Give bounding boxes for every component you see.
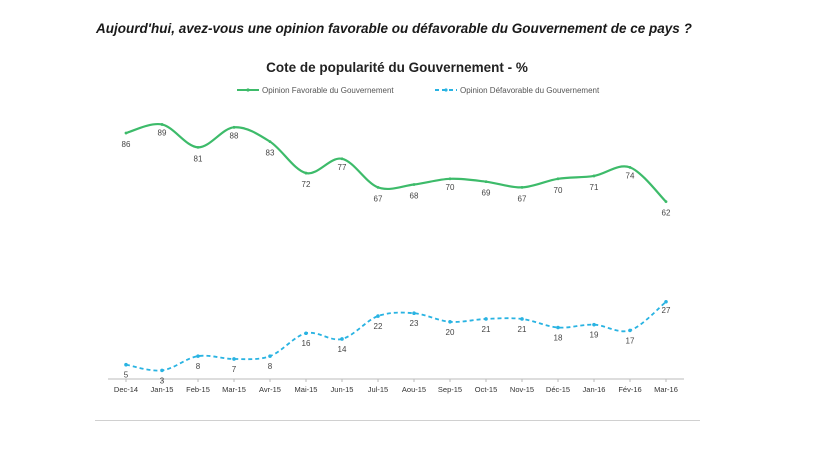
data-point: [304, 171, 308, 175]
legend-label: Opinion Favorable du Gouvernement: [262, 86, 394, 95]
x-tick-label: Fév-16: [618, 385, 641, 394]
data-label: 89: [158, 128, 167, 137]
data-point: [268, 354, 272, 358]
x-tick-label: Mar-15: [222, 385, 246, 394]
x-tick-label: Sep-15: [438, 385, 462, 394]
data-label: 16: [302, 339, 311, 348]
legend-item-favorable: Opinion Favorable du Gouvernement: [237, 86, 394, 95]
data-point: [628, 165, 632, 169]
legend-marker: [444, 88, 448, 92]
series-line: [125, 122, 667, 203]
x-tick-label: Déc-15: [546, 385, 570, 394]
data-label: 81: [194, 154, 203, 163]
data-point: [340, 337, 344, 341]
data-label: 21: [518, 325, 527, 334]
x-tick-label: Oct-15: [475, 385, 498, 394]
series-line: [125, 301, 667, 372]
data-label: 3: [160, 376, 165, 385]
data-label: 83: [266, 149, 275, 158]
data-label: 27: [662, 306, 671, 315]
data-label: 22: [374, 322, 383, 331]
series-defavorable: 5 3 8 7 8 16 14 22 23 20 21 21 18 19 17 27: [124, 299, 671, 385]
x-tick-label: Mai-15: [295, 385, 318, 394]
data-point: [196, 354, 200, 358]
data-point: [376, 314, 380, 318]
data-point: [664, 200, 668, 204]
data-label: 23: [410, 319, 419, 328]
series-layer: 86 89 81 88 83 72 77 67 68 70 69 67 70 71 74 62 5 3 8 7 8 16 1…: [122, 122, 671, 385]
x-tick-label: Jan-16: [583, 385, 606, 394]
data-point: [340, 157, 344, 161]
data-label: 68: [410, 192, 419, 201]
data-label: 5: [124, 371, 129, 380]
data-point: [628, 328, 632, 333]
data-point: [232, 125, 236, 129]
data-point: [520, 317, 524, 321]
x-tick-label: Feb-15: [186, 385, 210, 394]
data-point: [196, 145, 200, 149]
data-point: [664, 299, 668, 304]
x-tick-label: Nov-15: [510, 385, 534, 394]
data-label: 67: [518, 194, 527, 203]
x-tick-label: Jun-15: [331, 385, 354, 394]
data-point: [592, 322, 596, 327]
chart-legend: Opinion Favorable du Gouvernement Opinion…: [237, 86, 600, 95]
x-tick-label: Avr-15: [259, 385, 281, 394]
x-tick-label: Mar-16: [654, 385, 678, 394]
chart-title: Cote de popularité du Gouvernement - %: [266, 60, 528, 75]
data-label: 19: [590, 331, 599, 340]
data-point: [232, 357, 236, 361]
data-point: [556, 177, 560, 181]
data-point: [268, 140, 272, 144]
data-point: [556, 325, 560, 330]
data-label: 20: [446, 328, 455, 337]
data-label: 18: [554, 334, 563, 343]
data-point: [160, 368, 164, 373]
data-point: [412, 183, 416, 186]
data-label: 69: [482, 189, 491, 198]
data-label: 17: [626, 336, 635, 345]
data-label: 8: [196, 362, 201, 371]
data-point: [592, 174, 596, 178]
data-point: [520, 185, 524, 189]
data-label: 62: [662, 209, 671, 218]
data-label: 86: [122, 140, 131, 149]
data-point: [376, 185, 380, 189]
data-label: 88: [230, 131, 239, 140]
legend-item-defavorable: Opinion Défavorable du Gouvernement: [435, 86, 600, 95]
data-label: 70: [446, 183, 455, 192]
data-point: [448, 320, 452, 324]
x-axis: Dec-14 Jan-15 Feb-15 Mar-15 Avr-15 Mai-15 Jun-…: [108, 378, 684, 394]
data-point: [124, 131, 128, 135]
x-tick-label: Aou-15: [402, 385, 426, 394]
data-label: 14: [338, 345, 347, 354]
data-point: [124, 362, 128, 367]
data-point: [484, 317, 488, 321]
survey-question: Aujourd'hui, avez-vous une opinion favor…: [96, 21, 692, 36]
data-label: 77: [338, 163, 347, 172]
x-tick-label: Dec-14: [114, 385, 138, 394]
data-point: [160, 123, 164, 126]
data-label: 67: [374, 194, 383, 203]
data-label: 70: [554, 186, 563, 195]
bottom-divider: [95, 420, 700, 421]
data-label: 74: [626, 171, 635, 180]
data-label: 71: [590, 183, 599, 192]
x-tick-label: Jul-15: [368, 385, 388, 394]
data-label: 8: [268, 362, 273, 371]
data-point: [484, 180, 488, 184]
data-label: 21: [482, 325, 491, 334]
data-point: [448, 177, 452, 181]
series-favorable: 86 89 81 88 83 72 77 67 68 70 69 67 70 71 74 62: [122, 122, 671, 218]
x-tick-label: Jan-15: [151, 385, 174, 394]
data-point: [304, 331, 308, 336]
data-label: 7: [232, 365, 237, 374]
data-label: 72: [302, 180, 311, 189]
data-point: [412, 311, 416, 316]
legend-label: Opinion Défavorable du Gouvernement: [460, 86, 600, 95]
legend-marker: [246, 88, 250, 92]
